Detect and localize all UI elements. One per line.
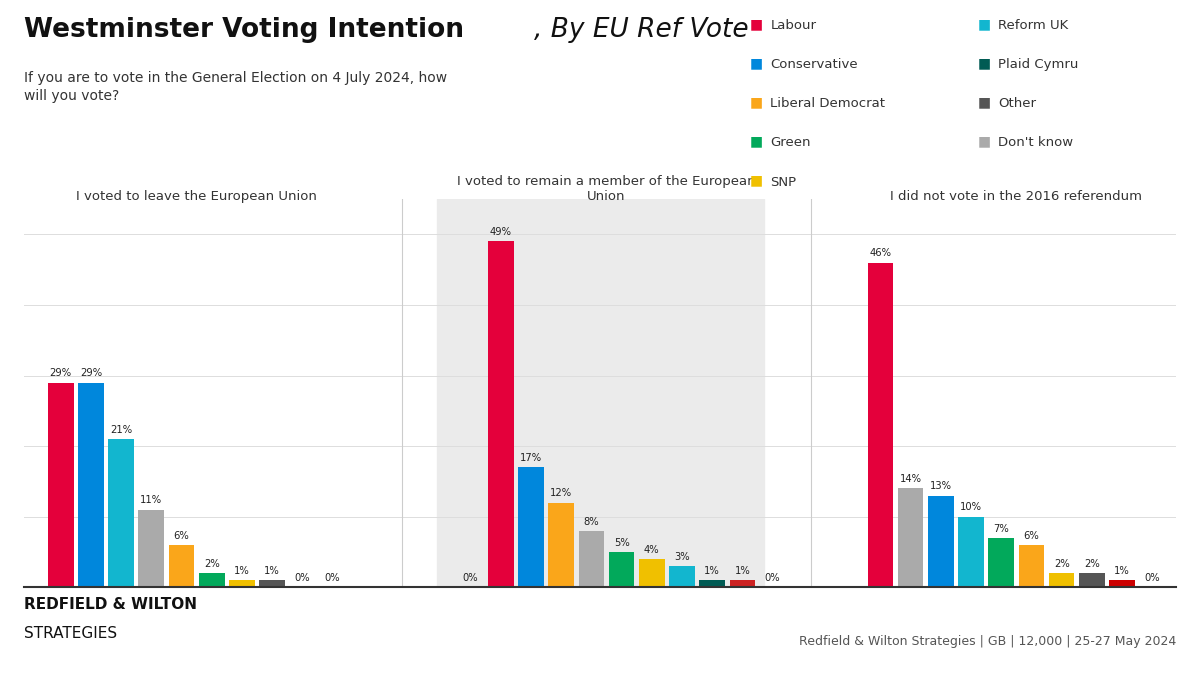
Text: 2%: 2% — [1084, 559, 1099, 569]
Bar — [48, 383, 73, 587]
Text: 1%: 1% — [734, 566, 750, 576]
Text: 29%: 29% — [80, 369, 102, 379]
Text: ■: ■ — [750, 17, 763, 31]
Text: 14%: 14% — [900, 475, 922, 484]
Bar — [437, 199, 763, 587]
Text: 5%: 5% — [613, 538, 630, 547]
Text: ■: ■ — [750, 173, 763, 188]
Text: 46%: 46% — [870, 248, 892, 259]
Bar — [548, 503, 574, 587]
Text: 0%: 0% — [325, 573, 341, 583]
Text: 2%: 2% — [1054, 559, 1069, 569]
Text: Conservative: Conservative — [770, 58, 858, 71]
Bar — [518, 467, 544, 587]
Text: STRATEGIES: STRATEGIES — [24, 626, 118, 641]
Text: ■: ■ — [750, 56, 763, 70]
Bar — [670, 566, 695, 587]
Bar — [259, 580, 284, 587]
Bar — [229, 580, 254, 587]
Text: 7%: 7% — [994, 524, 1009, 534]
Text: 17%: 17% — [520, 453, 542, 463]
Bar — [868, 263, 893, 587]
Text: 49%: 49% — [490, 227, 511, 237]
Text: Labour: Labour — [770, 19, 816, 32]
Text: 0%: 0% — [294, 573, 310, 583]
Text: I did not vote in the 2016 referendum: I did not vote in the 2016 referendum — [890, 190, 1142, 202]
Text: ■: ■ — [978, 134, 991, 148]
Bar — [1019, 545, 1044, 587]
Bar — [700, 580, 725, 587]
Text: I voted to leave the European Union: I voted to leave the European Union — [76, 190, 317, 202]
Bar — [1109, 580, 1135, 587]
Text: ■: ■ — [978, 95, 991, 109]
Text: Westminster Voting Intention: Westminster Voting Intention — [24, 17, 464, 43]
Text: 6%: 6% — [174, 531, 190, 541]
Text: 6%: 6% — [1024, 531, 1039, 541]
Text: 11%: 11% — [140, 495, 162, 506]
Text: , By EU Ref Vote: , By EU Ref Vote — [534, 17, 749, 43]
Bar — [488, 242, 514, 587]
Text: Plaid Cymru: Plaid Cymru — [998, 58, 1079, 71]
Text: 4%: 4% — [644, 545, 660, 555]
Text: 29%: 29% — [49, 369, 72, 379]
Text: Liberal Democrat: Liberal Democrat — [770, 97, 886, 110]
Text: SNP: SNP — [770, 176, 797, 188]
Text: Other: Other — [998, 97, 1037, 110]
Text: Don't know: Don't know — [998, 136, 1074, 149]
Bar — [1049, 573, 1074, 587]
Bar — [638, 559, 665, 587]
Text: 3%: 3% — [674, 552, 690, 562]
Bar — [959, 516, 984, 587]
Text: 8%: 8% — [583, 516, 599, 526]
Text: Redfield & Wilton Strategies | GB | 12,000 | 25-27 May 2024: Redfield & Wilton Strategies | GB | 12,0… — [799, 634, 1176, 647]
Text: 1%: 1% — [264, 566, 280, 576]
Bar — [730, 580, 755, 587]
Text: 13%: 13% — [930, 481, 952, 491]
Bar — [169, 545, 194, 587]
Text: 1%: 1% — [704, 566, 720, 576]
Text: 2%: 2% — [204, 559, 220, 569]
Text: 10%: 10% — [960, 502, 982, 512]
Text: ■: ■ — [750, 134, 763, 148]
Bar — [108, 439, 134, 587]
Bar — [898, 489, 924, 587]
Bar — [608, 552, 635, 587]
Bar — [1079, 573, 1105, 587]
Text: 1%: 1% — [234, 566, 250, 576]
Text: 0%: 0% — [1145, 573, 1160, 583]
Bar — [928, 495, 954, 587]
Bar — [138, 510, 164, 587]
Bar — [989, 538, 1014, 587]
Text: 12%: 12% — [550, 488, 572, 498]
Text: If you are to vote in the General Election on 4 July 2024, how
will you vote?: If you are to vote in the General Electi… — [24, 71, 448, 103]
Text: 21%: 21% — [110, 425, 132, 435]
Text: ■: ■ — [750, 95, 763, 109]
Text: Green: Green — [770, 136, 811, 149]
Bar — [578, 531, 605, 587]
Bar — [199, 573, 224, 587]
Text: Reform UK: Reform UK — [998, 19, 1069, 32]
Text: I voted to remain a member of the European
Union: I voted to remain a member of the Europe… — [457, 175, 756, 202]
Text: ■: ■ — [978, 56, 991, 70]
Text: ■: ■ — [978, 17, 991, 31]
Text: REDFIELD & WILTON: REDFIELD & WILTON — [24, 597, 197, 612]
Text: 0%: 0% — [463, 573, 479, 583]
Bar — [78, 383, 103, 587]
Text: 0%: 0% — [764, 573, 780, 583]
Text: 1%: 1% — [1114, 566, 1130, 576]
